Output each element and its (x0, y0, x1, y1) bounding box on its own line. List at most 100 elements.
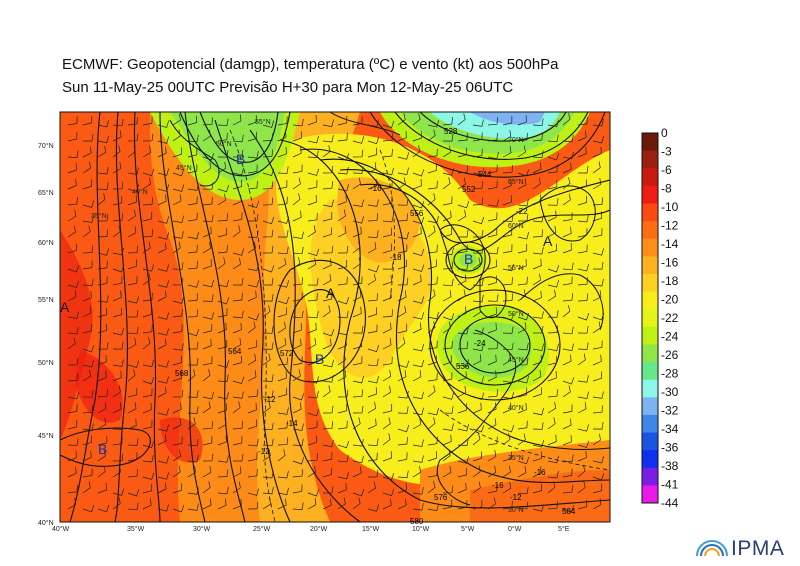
wind-barb (67, 116, 78, 126)
wind-barb (352, 216, 365, 224)
wind-barb (262, 305, 271, 318)
wind-barb (202, 117, 213, 126)
colorbar-swatch (642, 150, 658, 169)
wind-barb (577, 293, 589, 302)
grid-label: 55°N (508, 264, 524, 272)
wind-barb (322, 421, 334, 430)
wind-barb (562, 377, 575, 385)
wind-barb (202, 453, 214, 462)
wind-barb (202, 162, 212, 174)
colorbar-label: -44 (661, 496, 679, 510)
wind-barb (127, 184, 140, 192)
wind-barb (532, 177, 541, 190)
wind-barb (352, 241, 361, 254)
wind-barb (412, 216, 425, 225)
wind-barb (322, 439, 334, 448)
wind-barb (517, 312, 530, 321)
wind-barb (217, 297, 230, 305)
colorbar-swatch (642, 309, 658, 328)
wind-barb (262, 120, 275, 128)
wind-barb (382, 369, 392, 382)
wind-barb (532, 466, 542, 478)
wind-barb (142, 455, 154, 463)
ipma-logo-text: IPMA (731, 537, 785, 560)
wind-barb (457, 306, 467, 318)
wind-barb (562, 343, 574, 352)
wind-barb (232, 421, 243, 430)
wind-barb (397, 370, 407, 382)
wind-barb (82, 161, 91, 174)
wind-barb (127, 245, 139, 254)
colorbar-swatch (642, 291, 658, 310)
grid-label: 35°N (508, 454, 524, 462)
wind-barb (577, 146, 587, 158)
wind-barb (487, 465, 497, 478)
wind-barb (412, 344, 425, 352)
low-center: B (236, 151, 245, 167)
wind-barb (397, 424, 410, 433)
wind-barb (562, 435, 572, 446)
wind-barb (217, 340, 228, 350)
wind-barb (67, 392, 80, 400)
wind-barb (322, 227, 332, 238)
wind-barb (322, 145, 331, 158)
wind-barb (157, 376, 170, 384)
wind-barb (472, 148, 483, 158)
wind-barb (232, 167, 244, 176)
wind-barb (382, 322, 392, 334)
wind-barb (352, 417, 361, 430)
wind-barb (442, 372, 453, 382)
wind-barb (232, 114, 242, 126)
wind-barb (217, 498, 227, 510)
wind-barb (517, 433, 526, 446)
wind-barb (307, 337, 317, 350)
colorbar-swatch (642, 450, 658, 469)
wind-barb (487, 370, 497, 382)
wind-barb (517, 169, 530, 177)
wind-barb (352, 306, 362, 318)
wind-barb (217, 455, 229, 463)
low-center: B (98, 441, 107, 457)
wind-barb (97, 323, 107, 334)
colorbar-label: -12 (661, 219, 679, 233)
wind-barb (532, 118, 544, 126)
wind-barb (112, 276, 123, 286)
wind-barb (142, 337, 151, 350)
wind-barb (532, 194, 542, 206)
wind-barb (502, 227, 513, 238)
wind-barb (562, 468, 573, 478)
wind-barb (97, 449, 106, 462)
wind-barb (322, 292, 333, 302)
wind-barb (397, 498, 407, 510)
wind-barb (352, 166, 364, 174)
wind-barb (427, 215, 439, 224)
wind-barb (67, 438, 79, 446)
wind-barb (367, 469, 379, 478)
wind-barb (292, 177, 301, 190)
wind-barb (82, 260, 93, 270)
wind-barb (427, 340, 438, 350)
wind-barb (442, 434, 452, 446)
wind-barb (307, 168, 320, 176)
wind-barb (277, 437, 289, 446)
wind-barb (202, 356, 213, 366)
wind-barb (202, 196, 213, 206)
wind-barb (562, 404, 573, 414)
wind-barb (157, 264, 170, 272)
lat-tick-label: 50°N (38, 359, 54, 367)
wind-barb (82, 360, 95, 368)
wind-barb (412, 370, 422, 382)
contour-label: -12 (264, 395, 276, 404)
wind-barb (577, 499, 588, 510)
wind-barb (562, 193, 571, 206)
wind-barb (547, 325, 559, 334)
wind-barb (382, 338, 392, 350)
wind-barb (457, 209, 467, 222)
wind-barb (457, 371, 467, 382)
wind-barb (427, 407, 439, 416)
wind-barb (322, 359, 334, 368)
wind-barb (352, 375, 364, 384)
wind-barb (367, 438, 379, 446)
wind-barb (367, 452, 378, 462)
wind-barb (382, 451, 392, 462)
